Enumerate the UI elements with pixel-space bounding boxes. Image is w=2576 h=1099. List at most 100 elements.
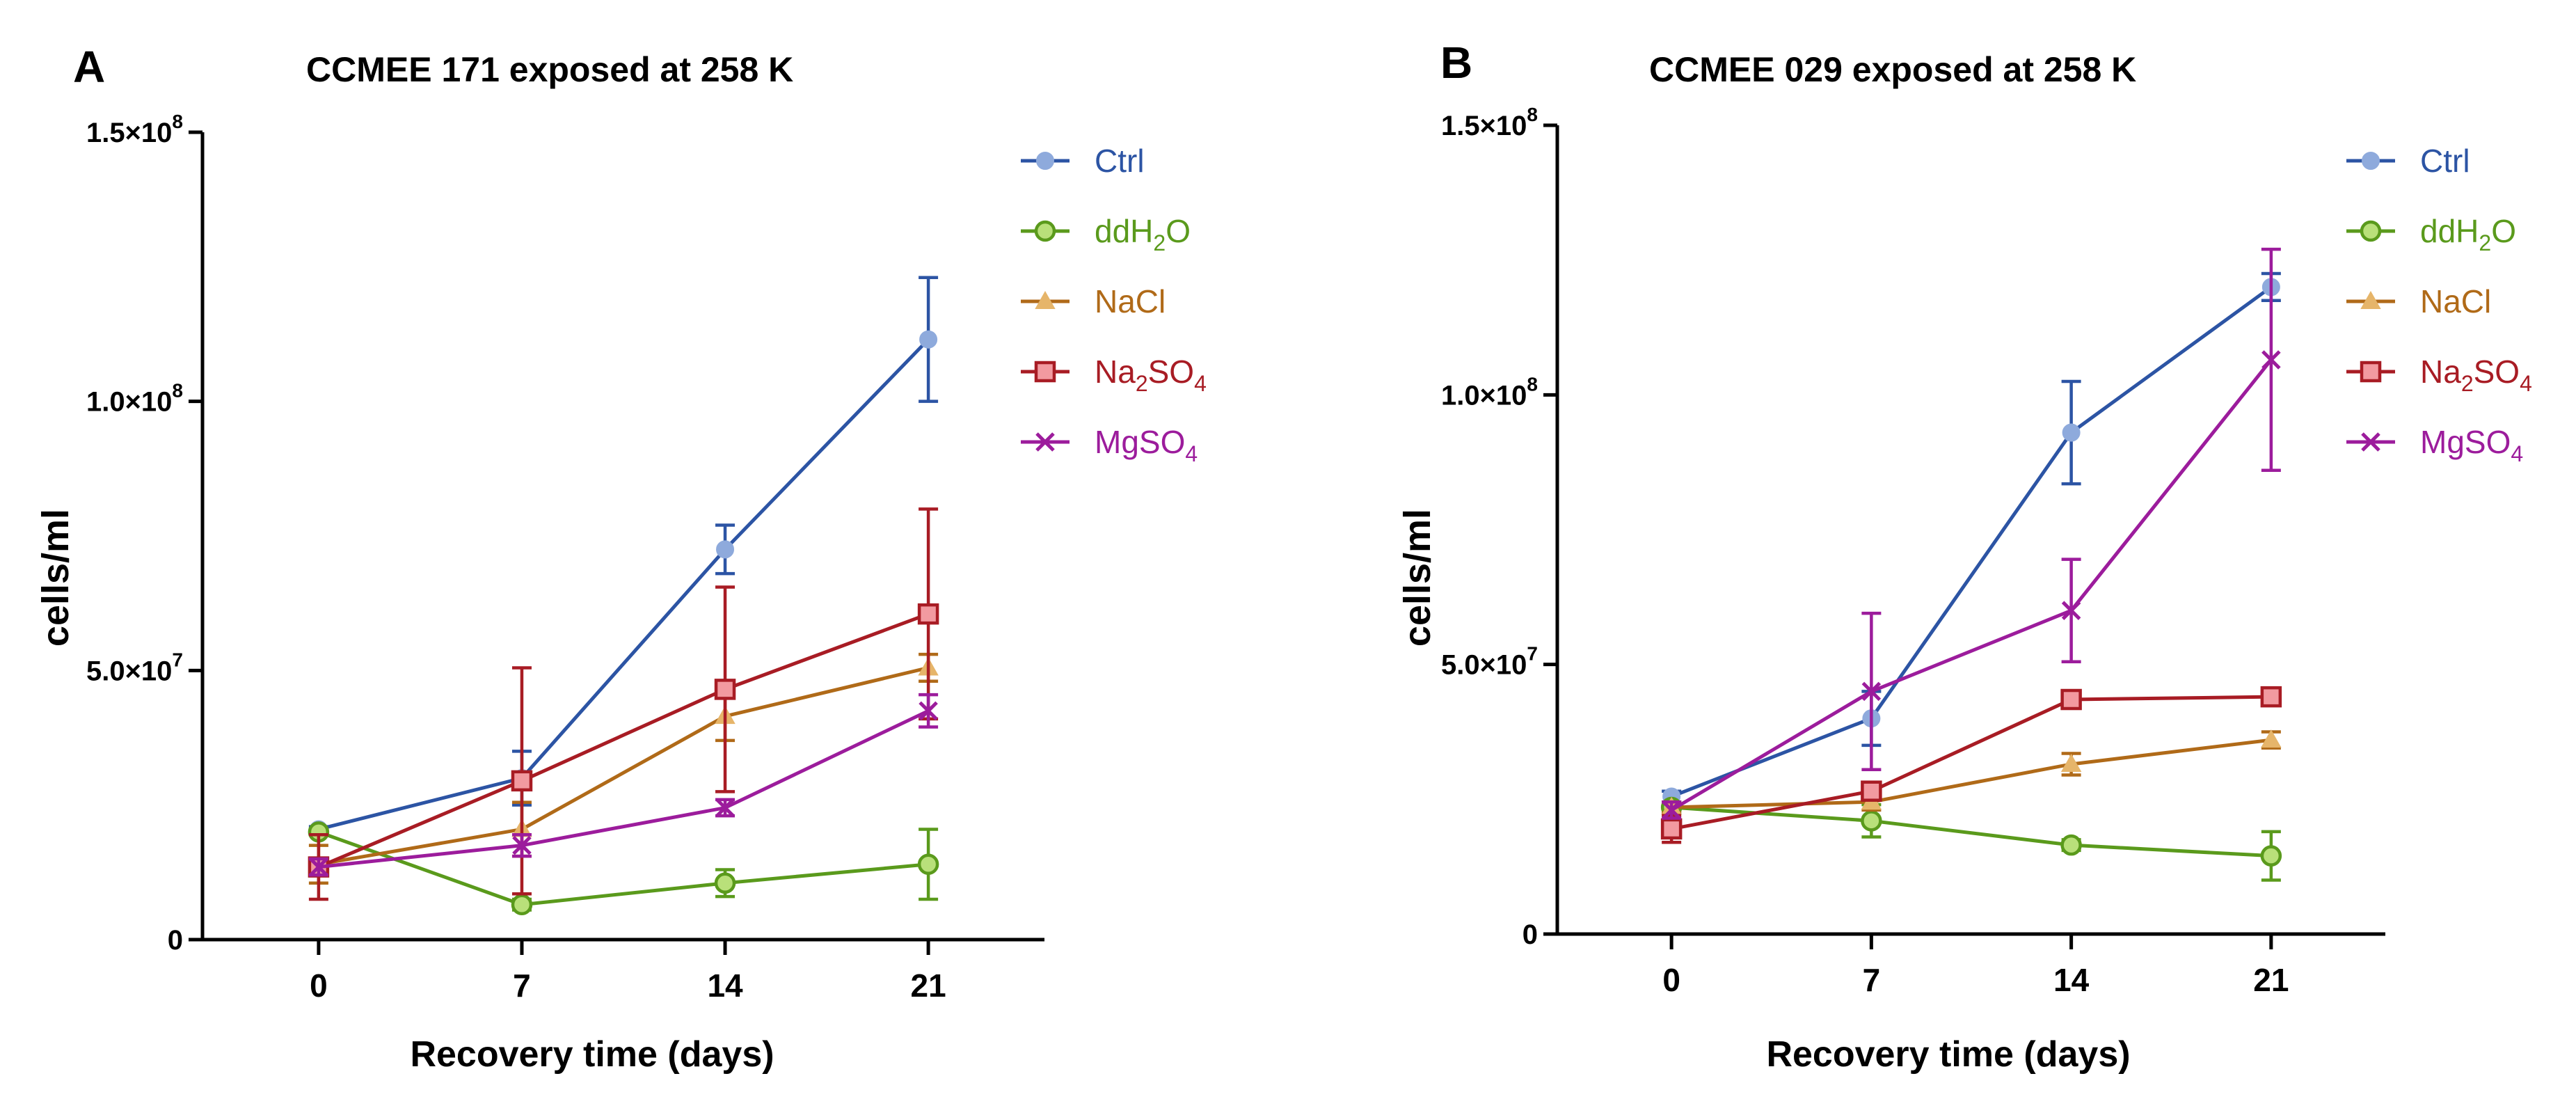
- legend-marker: [2360, 361, 2382, 383]
- legend-subscript: 4: [2520, 371, 2532, 396]
- legend-item: NaCl: [2346, 283, 2491, 319]
- data-point: [2260, 686, 2282, 708]
- y-tick-exponent: 8: [172, 380, 183, 402]
- legend-label: ddH2O: [2420, 213, 2516, 255]
- data-point: [511, 770, 533, 792]
- y-tick-mantissa: 0: [168, 925, 183, 956]
- series-na2so4: [308, 507, 939, 901]
- legend-item: Ctrl: [1021, 143, 1145, 179]
- legend-item: MgSO4: [2346, 424, 2523, 466]
- data-point: [1861, 810, 1882, 832]
- series-mgso4: [308, 693, 939, 877]
- data-point: [512, 835, 532, 855]
- legend-text: NaCl: [2420, 283, 2491, 319]
- panel-a: A CCMEE 171 exposed at 258 K cells/ml Re…: [35, 42, 1207, 1075]
- legend-subscript: 2: [2461, 371, 2474, 396]
- data-point: [1861, 681, 1882, 702]
- legend-item: MgSO4: [1021, 424, 1198, 466]
- legend-label: MgSO4: [1095, 424, 1198, 466]
- legend-label: Na2SO4: [2420, 354, 2532, 396]
- x-tick-label: 14: [707, 967, 743, 1004]
- series-line: [1671, 805, 2271, 858]
- legend-label: Ctrl: [1095, 143, 1145, 179]
- legend-marker: [2360, 290, 2381, 309]
- legend-text: MgSO: [1095, 424, 1185, 460]
- series-ctrl: [308, 276, 939, 839]
- series-nacl: [308, 652, 939, 885]
- legend-text: MgSO: [2420, 424, 2511, 460]
- legend-subscript: 4: [1185, 441, 1198, 466]
- legend-text-tail: O: [2491, 213, 2516, 249]
- legend-text-tail: O: [1166, 213, 1191, 249]
- legend-subscript: 2: [1153, 230, 1166, 255]
- legend-label: Na2SO4: [1095, 354, 1207, 396]
- panel-letter: B: [1440, 38, 1472, 88]
- legend-text: Ctrl: [1095, 143, 1145, 179]
- data-point: [714, 872, 736, 894]
- x-axis-label: Recovery time (days): [410, 1034, 774, 1075]
- legend-item: ddH2O: [1021, 213, 1191, 255]
- data-point: [917, 853, 939, 875]
- y-tick-label: 1.5×108: [1441, 104, 1538, 141]
- panel-b: B CCMEE 029 exposed at 258 K cells/ml Re…: [1397, 38, 2532, 1075]
- y-tick-mantissa: 1.5×10: [1441, 111, 1527, 141]
- y-tick-label: 0: [1522, 919, 1538, 950]
- series-line: [318, 666, 929, 867]
- x-tick-label: 7: [513, 967, 531, 1004]
- chart-title: CCMEE 171 exposed at 258 K: [306, 50, 793, 89]
- series-line: [317, 612, 929, 869]
- data-point: [2260, 845, 2282, 867]
- x-tick-label: 0: [310, 967, 328, 1004]
- legend-label: NaCl: [1095, 283, 1166, 319]
- series-line: [1671, 285, 2273, 798]
- y-tick-label: 0: [168, 925, 183, 956]
- data-point: [715, 798, 735, 818]
- y-axis-label: cells/ml: [1397, 509, 1438, 647]
- y-tick-exponent: 8: [1527, 104, 1538, 125]
- data-point: [716, 540, 735, 559]
- y-axis-label: cells/ml: [35, 509, 77, 647]
- y-tick-exponent: 8: [172, 111, 183, 132]
- x-tick-label: 14: [2053, 962, 2090, 998]
- y-tick-exponent: 7: [172, 649, 183, 670]
- legend-subscript: 2: [1136, 371, 1148, 396]
- series-line: [318, 830, 929, 907]
- series-ddh2o: [308, 821, 939, 915]
- legend-item: Na2SO4: [2346, 354, 2532, 396]
- data-point: [2261, 350, 2281, 370]
- x-tick-label: 7: [1863, 962, 1881, 998]
- legend-text: Na: [1095, 354, 1136, 390]
- legend-item: Na2SO4: [1021, 354, 1207, 396]
- panel-letter: A: [73, 42, 105, 92]
- data-point: [1660, 818, 1683, 840]
- data-point: [2060, 834, 2082, 856]
- y-tick-mantissa: 1.0×10: [1441, 380, 1527, 411]
- y-tick-label: 1.5×108: [86, 111, 183, 148]
- y-tick-label: 5.0×107: [1441, 643, 1538, 681]
- legend-marker: [1034, 361, 1056, 383]
- y-tick-mantissa: 1.0×10: [86, 387, 172, 418]
- legend-label: ddH2O: [1095, 213, 1191, 255]
- chart-title: CCMEE 029 exposed at 258 K: [1649, 50, 2136, 89]
- data-point: [2062, 423, 2081, 442]
- series-line: [318, 709, 930, 869]
- data-point: [919, 701, 938, 721]
- series-nacl: [1661, 729, 2282, 815]
- y-tick-label: 1.0×108: [1441, 373, 1538, 411]
- legend-text: Ctrl: [2420, 143, 2470, 179]
- data-point: [309, 857, 328, 877]
- x-tick-label: 21: [911, 967, 946, 1004]
- data-point: [2061, 601, 2081, 620]
- legend-item: Ctrl: [2346, 143, 2470, 179]
- y-tick-mantissa: 5.0×10: [1441, 650, 1527, 681]
- legend-marker: [1034, 220, 1056, 242]
- legend-subscript: 2: [2479, 230, 2491, 255]
- legend-subscript: 4: [1194, 371, 1207, 396]
- legend-marker: [1036, 152, 1054, 170]
- legend-text: ddH: [1095, 213, 1153, 249]
- legend-marker: [2362, 152, 2380, 170]
- series-line: [1670, 358, 2273, 812]
- data-point: [919, 330, 938, 349]
- data-point: [2060, 753, 2082, 772]
